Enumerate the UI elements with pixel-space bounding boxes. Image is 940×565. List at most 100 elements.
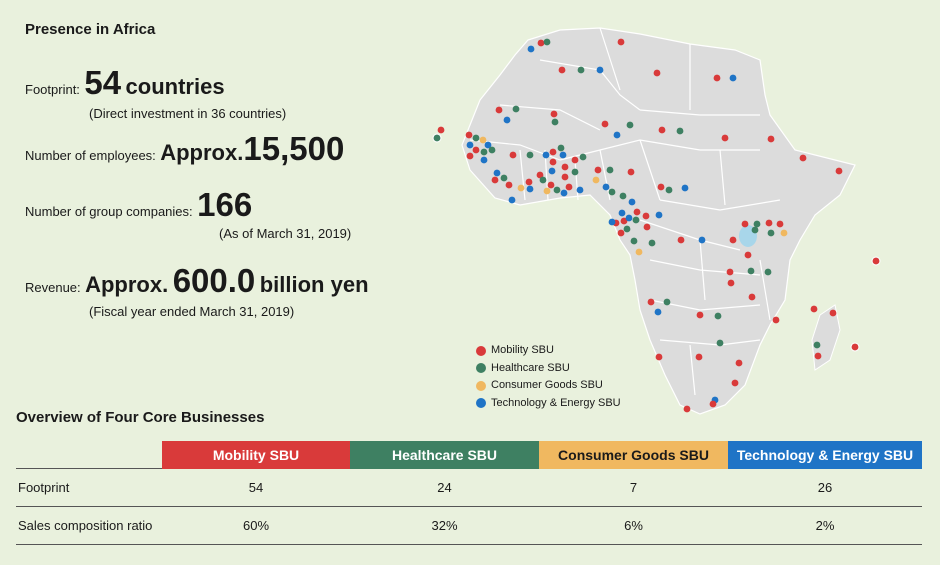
presence-dot <box>647 298 655 306</box>
table-cell: 26 <box>728 468 922 507</box>
table-cell: 60% <box>162 506 350 545</box>
presence-dot <box>648 239 656 247</box>
companies-note: (As of March 31, 2019) <box>219 226 352 241</box>
companies-value: 166 <box>197 186 253 223</box>
presence-dots <box>433 38 880 413</box>
presence-dot <box>625 214 633 222</box>
presence-dot <box>628 198 636 206</box>
presence-dot <box>543 187 551 195</box>
presence-dot <box>561 173 569 181</box>
presence-dot <box>713 74 721 82</box>
presence-dot <box>571 156 579 164</box>
footprint-stat: Footprint: 54 countries <box>25 64 225 102</box>
presence-dot <box>727 279 735 287</box>
presence-dot <box>601 120 609 128</box>
revenue-note: (Fiscal year ended March 31, 2019) <box>89 304 295 319</box>
presence-dot <box>765 219 773 227</box>
presence-dot <box>466 141 474 149</box>
presence-dot <box>655 211 663 219</box>
presence-dot <box>731 379 739 387</box>
presence-dot <box>709 400 717 408</box>
presence-dot <box>617 38 625 46</box>
presence-dot <box>472 146 480 154</box>
table-row: Sales composition ratio 60% 32% 6% 2% <box>16 506 922 545</box>
presence-dot <box>488 146 496 154</box>
presence-dot <box>602 183 610 191</box>
presence-dot <box>663 298 671 306</box>
presence-dot <box>577 66 585 74</box>
presence-dot <box>495 106 503 114</box>
presence-dot <box>549 158 557 166</box>
presence-dot <box>606 166 614 174</box>
presence-dot <box>608 188 616 196</box>
core-business-table: Mobility SBU Healthcare SBU Consumer Goo… <box>16 441 922 545</box>
presence-dot <box>508 196 516 204</box>
presence-dot <box>547 181 555 189</box>
presence-dot <box>537 39 545 47</box>
presence-dot <box>539 176 547 184</box>
presence-dot <box>618 209 626 217</box>
legend-item: Mobility SBU <box>476 342 621 360</box>
presence-dot <box>780 229 788 237</box>
presence-dot <box>764 268 772 276</box>
table-cell: 32% <box>350 506 539 545</box>
presence-dot <box>676 127 684 135</box>
legend-item: Technology & Energy SBU <box>476 395 621 413</box>
presence-dot <box>617 229 625 237</box>
revenue-value: 600.0 <box>172 262 256 299</box>
row-label: Sales composition ratio <box>16 506 162 545</box>
presence-dot <box>655 353 663 361</box>
presence-dot <box>698 236 706 244</box>
presence-dot <box>548 167 556 175</box>
legend-label: Healthcare SBU <box>491 361 570 374</box>
presence-dot <box>503 116 511 124</box>
table-cell: 2% <box>728 506 922 545</box>
presence-dot <box>551 118 559 126</box>
presence-dot <box>559 151 567 159</box>
table-cell: 7 <box>539 468 728 507</box>
table-cell: 6% <box>539 506 728 545</box>
presence-dot <box>525 178 533 186</box>
africa-landmass <box>461 27 856 415</box>
presence-dot <box>696 311 704 319</box>
legend-label: Consumer Goods SBU <box>491 379 603 391</box>
presence-dot <box>677 236 685 244</box>
presence-dot <box>594 166 602 174</box>
presence-dot <box>565 183 573 191</box>
companies-stat: Number of group companies: 166 <box>25 186 252 224</box>
legend-label: Mobility SBU <box>491 344 554 356</box>
presence-dot <box>480 156 488 164</box>
legend-item: Healthcare SBU <box>476 360 621 378</box>
presence-dot <box>748 293 756 301</box>
presence-dot <box>500 174 508 182</box>
employees-prefix: Approx. <box>160 140 244 165</box>
revenue-stat: Revenue: Approx. 600.0 billion yen <box>25 262 369 300</box>
column-header-healthcare: Healthcare SBU <box>350 441 539 469</box>
presence-dot <box>437 126 445 134</box>
employees-stat: Number of employees: Approx.15,500 <box>25 130 344 168</box>
presence-dot <box>608 218 616 226</box>
footprint-unit: countries <box>125 74 225 99</box>
legend-dot-healthcare <box>476 363 486 374</box>
presence-dot <box>626 121 634 129</box>
presence-dot <box>536 171 544 179</box>
presence-dot <box>653 69 661 77</box>
presence-dot <box>635 248 643 256</box>
presence-dot <box>829 309 837 317</box>
table-row: Footprint 54 24 7 26 <box>16 468 922 507</box>
presence-dot <box>512 105 520 113</box>
footprint-value: 54 <box>84 64 122 101</box>
presence-dot <box>744 251 752 259</box>
presence-dot <box>472 134 480 142</box>
presence-dot <box>526 185 534 193</box>
presence-dot <box>561 163 569 171</box>
presence-dot <box>729 74 737 82</box>
presence-dot <box>767 229 775 237</box>
footprint-note: (Direct investment in 36 countries) <box>89 106 287 121</box>
employees-label: Number of employees: <box>25 148 156 163</box>
presence-dot <box>665 186 673 194</box>
presence-dot <box>726 268 734 276</box>
presence-dot <box>767 135 775 143</box>
legend-dot-consumer-goods <box>476 380 486 391</box>
presence-dot <box>466 152 474 160</box>
